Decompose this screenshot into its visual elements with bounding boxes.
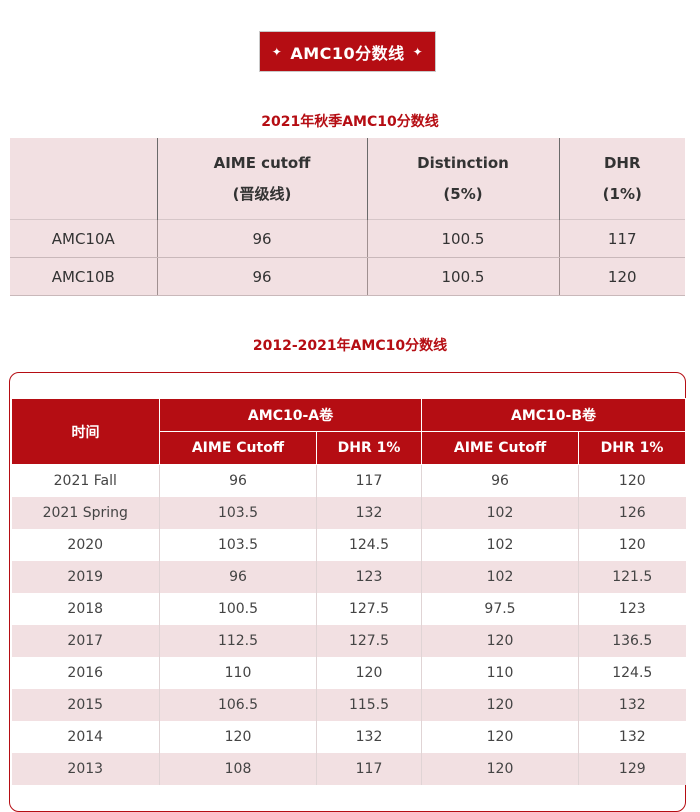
table-cell: 112.5 — [159, 625, 317, 657]
table-cell: 132 — [315, 497, 422, 529]
table-row: 2018 100.5 127.5 97.5 123 — [11, 593, 686, 625]
table-cell: 120 — [315, 657, 422, 689]
table-row: 2014 120 132 120 132 — [11, 721, 686, 753]
table-cell: 117 — [315, 753, 422, 785]
table1-header-distinction: Distinction (5%) — [366, 138, 559, 220]
table-cell: 124.5 — [315, 529, 422, 561]
table-cell: 120 — [421, 721, 579, 753]
table-cell: 106.5 — [159, 689, 317, 721]
table-cell: 120 — [159, 721, 317, 753]
table1-header-aime-line2: (晋级线) — [232, 184, 292, 203]
section-banner: ✦ AMC10分数线 ✦ — [259, 31, 436, 72]
table-row: AMC10A 96 100.5 117 — [10, 219, 685, 258]
table2-title: 2012-2021年AMC10分数线 — [252, 338, 448, 354]
table-cell: 124.5 — [578, 657, 686, 689]
table-cell: 100.5 — [159, 593, 317, 625]
table-cell: 103.5 — [159, 529, 317, 561]
table1-header-aime-line1: AIME cutoff — [213, 153, 311, 172]
table1-header-dhr-line1: DHR — [603, 153, 641, 172]
table-row: 2021 Fall 96 117 96 120 — [11, 464, 686, 497]
table-cell: 2021 Spring — [11, 497, 160, 529]
table-cell: 100.5 — [366, 257, 559, 296]
table-cell: 102 — [421, 529, 579, 561]
table-cell: 108 — [159, 753, 317, 785]
header-group-b: AMC10-B卷 — [421, 398, 687, 432]
table-cell: 110 — [421, 657, 579, 689]
history-cutoff-table: 时间 AMC10-A卷 AMC10-B卷 AIME Cutoff DHR 1% … — [11, 398, 687, 785]
table-row: 2013 108 117 120 129 — [11, 753, 686, 785]
table-cell: 2015 — [11, 689, 160, 721]
table-cell: 100.5 — [366, 219, 559, 258]
table-row: 2021 Spring 103.5 132 102 126 — [11, 497, 686, 529]
table-cell: 120 — [421, 689, 579, 721]
table-cell: 96 — [159, 561, 317, 593]
table-cell: 123 — [315, 561, 422, 593]
table-cell: 126 — [578, 497, 686, 529]
table-cell: 2016 — [11, 657, 160, 689]
table-cell: 2021 Fall — [11, 464, 160, 497]
table1-header-distinction-line1: Distinction — [417, 153, 509, 172]
table1-title: 2021年秋季AMC10分数线 — [261, 114, 439, 130]
table-cell: 96 — [159, 464, 317, 497]
header-a-aime: AIME Cutoff — [159, 431, 317, 465]
table-row: 2015 106.5 115.5 120 132 — [11, 689, 686, 721]
table-cell: 120 — [421, 625, 579, 657]
star-left-icon: ✦ — [271, 44, 283, 59]
table1-header-distinction-line2: (5%) — [443, 184, 483, 203]
table-cell: 123 — [578, 593, 686, 625]
table-cell: 121.5 — [578, 561, 686, 593]
table-cell: 132 — [578, 721, 686, 753]
table-row: 2019 96 123 102 121.5 — [11, 561, 686, 593]
table-cell: 2020 — [11, 529, 160, 561]
header-a-dhr: DHR 1% — [315, 431, 423, 465]
header-group-a: AMC10-A卷 — [158, 398, 423, 432]
table1-header-aime: AIME cutoff (晋级线) — [156, 138, 367, 220]
table1-header-dhr-line2: (1%) — [602, 184, 642, 203]
star-right-icon: ✦ — [412, 44, 424, 59]
fall-2021-cutoff-table: AIME cutoff (晋级线) Distinction (5%) DHR (… — [10, 138, 685, 296]
table-cell: 120 — [558, 257, 685, 296]
header-b-aime: AIME Cutoff — [421, 431, 580, 465]
table-cell: 110 — [159, 657, 317, 689]
table1-header-row: AIME cutoff (晋级线) Distinction (5%) DHR (… — [10, 138, 685, 220]
table-cell: 103.5 — [159, 497, 317, 529]
table-cell: 136.5 — [578, 625, 686, 657]
table-cell: AMC10B — [10, 257, 157, 296]
table-cell: 120 — [578, 529, 686, 561]
table-cell: AMC10A — [10, 219, 157, 258]
table-row: 2020 103.5 124.5 102 120 — [11, 529, 686, 561]
table-cell: 97.5 — [421, 593, 579, 625]
table-row: 2017 112.5 127.5 120 136.5 — [11, 625, 686, 657]
banner-title: AMC10分数线 — [290, 43, 405, 63]
table-cell: 132 — [578, 689, 686, 721]
header-b-dhr: DHR 1% — [578, 431, 687, 465]
table-cell: 96 — [421, 464, 579, 497]
table-cell: 127.5 — [315, 593, 422, 625]
table-cell: 102 — [421, 497, 579, 529]
table-cell: 102 — [421, 561, 579, 593]
table-cell: 117 — [558, 219, 685, 258]
table-cell: 120 — [421, 753, 579, 785]
table-cell: 2017 — [11, 625, 160, 657]
table-row: AMC10B 96 100.5 120 — [10, 257, 685, 296]
table-cell: 115.5 — [315, 689, 422, 721]
table-cell: 2014 — [11, 721, 160, 753]
table1-header-empty — [10, 138, 157, 220]
table-cell: 96 — [156, 257, 367, 296]
table-cell: 96 — [156, 219, 367, 258]
table-cell: 2013 — [11, 753, 160, 785]
table-cell: 117 — [315, 464, 422, 497]
table-row: 2016 110 120 110 124.5 — [11, 657, 686, 689]
table-cell: 120 — [578, 464, 686, 497]
header-time: 时间 — [11, 398, 160, 465]
table-cell: 127.5 — [315, 625, 422, 657]
table-cell: 129 — [578, 753, 686, 785]
table-cell: 132 — [315, 721, 422, 753]
table1-header-dhr: DHR (1%) — [558, 138, 685, 220]
table-cell: 2019 — [11, 561, 160, 593]
table-cell: 2018 — [11, 593, 160, 625]
